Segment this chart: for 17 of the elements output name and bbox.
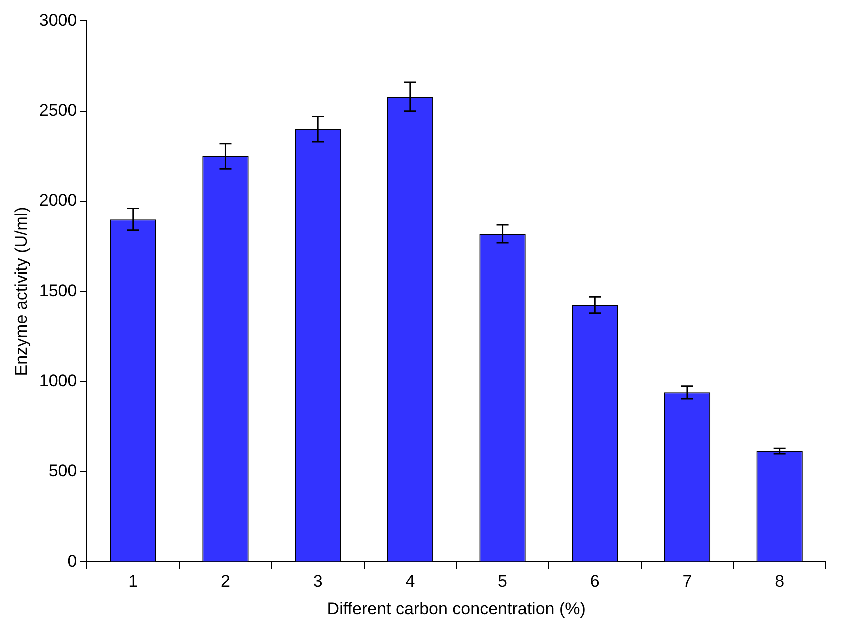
x-tick-label: 2 bbox=[221, 572, 230, 592]
y-tick-label: 3000 bbox=[39, 10, 78, 30]
y-tick-label: 500 bbox=[48, 462, 78, 481]
y-tick-label: 2000 bbox=[39, 191, 78, 210]
x-tick-label: 7 bbox=[682, 572, 692, 592]
x-tick-label: 3 bbox=[313, 572, 323, 592]
y-tick-label: 1000 bbox=[39, 372, 78, 391]
x-tick-label: 5 bbox=[498, 572, 508, 592]
y-axis-title: Enzyme activity (U/ml) bbox=[12, 207, 31, 376]
x-tick-label: 1 bbox=[128, 572, 138, 592]
x-axis-title: Different carbon concentration (%) bbox=[327, 599, 586, 618]
y-tick-label: 2500 bbox=[39, 101, 78, 120]
x-tick-label: 4 bbox=[406, 572, 416, 592]
x-tick-label: 6 bbox=[590, 572, 600, 592]
y-tick-label: 1500 bbox=[39, 281, 78, 300]
x-tick-label: 8 bbox=[775, 572, 785, 592]
y-tick-label: 0 bbox=[68, 552, 78, 571]
